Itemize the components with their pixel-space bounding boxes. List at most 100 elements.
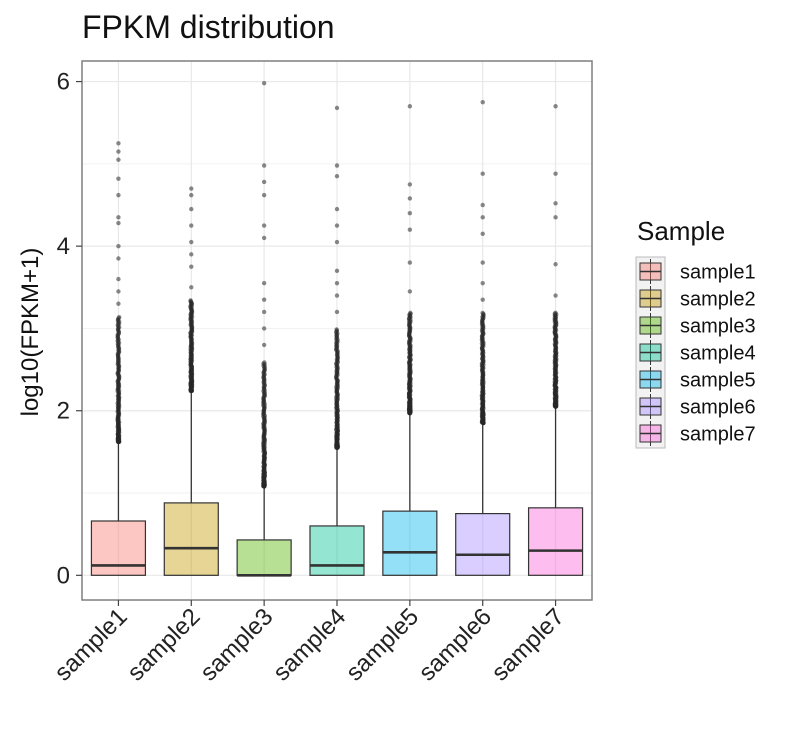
box-rect	[309, 525, 365, 576]
outlier-point	[261, 297, 267, 302]
outlier-point	[480, 297, 485, 302]
outlier-point	[334, 105, 340, 111]
outlier-point	[553, 171, 558, 176]
outlier-point	[116, 243, 121, 249]
y-tick-label: 2	[57, 398, 70, 425]
legend-item-sample1: sample1	[639, 259, 756, 284]
box-sample6	[455, 99, 511, 576]
legend-item-sample4: sample4	[639, 340, 756, 365]
box-sample5	[382, 104, 438, 576]
outlier-point	[261, 223, 267, 228]
outlier-point	[116, 315, 122, 320]
legend-item-sample5: sample5	[639, 367, 756, 392]
outlier-point	[189, 285, 194, 290]
outlier-point	[334, 206, 340, 212]
outlier-point	[407, 260, 413, 265]
y-tick-label: 0	[57, 562, 70, 589]
x-tick-label: sample4	[268, 603, 351, 686]
outlier-point	[189, 223, 194, 228]
legend-item-sample7: sample7	[639, 421, 756, 446]
x-tick-label: sample3	[195, 603, 278, 686]
box-sample3	[236, 81, 292, 577]
x-tick-label: sample5	[341, 603, 424, 686]
outlier-point	[189, 186, 194, 191]
outlier-point	[261, 163, 267, 168]
outlier-point	[407, 182, 413, 187]
box-sample4	[309, 105, 365, 576]
outlier-point	[480, 171, 485, 176]
outlier-point	[480, 260, 485, 265]
legend-label: sample1	[680, 262, 756, 284]
outlier-point	[334, 268, 340, 274]
outlier-point	[334, 327, 339, 332]
outlier-point	[480, 215, 485, 220]
outlier-point	[480, 280, 485, 286]
outliers-sample6	[479, 99, 486, 426]
outlier-point	[553, 201, 558, 206]
outlier-point	[261, 235, 267, 241]
outlier-point	[480, 202, 485, 208]
legend-label: sample4	[680, 343, 756, 365]
outlier-point	[553, 293, 558, 298]
y-tick-label: 6	[57, 69, 70, 96]
outlier-point	[334, 163, 340, 168]
outlier-point	[116, 176, 121, 181]
outlier-point	[116, 157, 121, 162]
outlier-point	[261, 192, 267, 198]
box-sample1	[90, 141, 147, 576]
box-rect	[90, 520, 147, 576]
outlier-point	[407, 196, 413, 201]
outlier-point	[334, 174, 340, 179]
outlier-point	[261, 342, 267, 348]
outlier-point	[334, 309, 340, 315]
outlier-point	[189, 239, 194, 245]
outlier-point	[408, 310, 413, 316]
outlier-point	[407, 104, 413, 109]
outliers-sample5	[406, 104, 413, 416]
outlier-point	[553, 104, 558, 109]
x-tick-label: sample6	[414, 603, 497, 686]
box-rect	[163, 502, 219, 576]
legend-item-sample6: sample6	[639, 394, 756, 419]
outlier-point	[553, 310, 558, 316]
outliers-sample3	[261, 81, 268, 489]
box-rect	[527, 507, 584, 576]
outlier-point	[116, 276, 121, 282]
outlier-point	[189, 206, 194, 212]
outlier-point	[334, 239, 340, 245]
outliers-sample7	[552, 104, 559, 409]
outlier-point	[116, 215, 121, 220]
outliers-sample4	[334, 105, 340, 450]
legend-label: sample7	[680, 424, 756, 446]
outlier-point	[480, 99, 485, 105]
x-tick-label: sample1	[49, 603, 132, 686]
outlier-point	[261, 309, 267, 315]
outlier-point	[262, 360, 267, 365]
legend-label: sample3	[680, 316, 756, 338]
outlier-point	[407, 227, 413, 232]
outlier-point	[116, 220, 121, 226]
outlier-point	[189, 192, 194, 198]
legend-label: sample5	[680, 370, 756, 392]
x-tick-label: sample7	[487, 603, 570, 686]
outlier-point	[116, 289, 121, 294]
outlier-point	[261, 81, 267, 86]
legend-item-sample3: sample3	[639, 313, 756, 338]
outlier-point	[116, 301, 121, 306]
outlier-point	[189, 264, 194, 269]
box-rect	[382, 510, 438, 576]
legend-item-sample2: sample2	[639, 286, 756, 311]
plot-area	[90, 81, 584, 577]
legend-label: sample2	[680, 289, 756, 311]
outlier-point	[261, 280, 267, 286]
outlier-point	[188, 298, 193, 303]
y-axis-title: log10(FPKM+1)	[17, 248, 44, 417]
box-sample2	[163, 186, 219, 576]
y-tick-label: 4	[57, 233, 70, 260]
box-sample7	[527, 104, 584, 576]
box-rect	[236, 539, 292, 576]
outlier-point	[480, 310, 485, 316]
outlier-point	[334, 293, 340, 298]
outliers-sample2	[188, 186, 195, 394]
